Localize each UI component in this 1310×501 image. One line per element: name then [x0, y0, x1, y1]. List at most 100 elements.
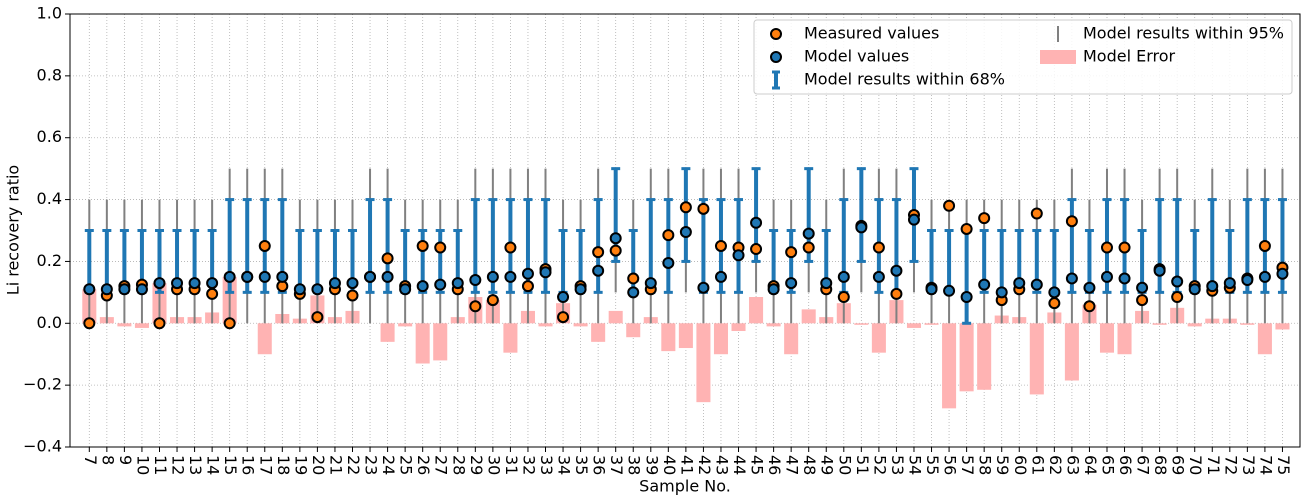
point: [206, 287, 219, 300]
point: [1065, 215, 1078, 228]
x-tick-label: 38: [625, 455, 644, 475]
point: [644, 277, 657, 290]
range-bar: [962, 229, 972, 325]
legend-label: Model results within 68%: [804, 70, 1005, 89]
error-bar: [538, 323, 553, 327]
point: [399, 283, 412, 296]
point: [750, 243, 763, 256]
error-bar: [573, 323, 588, 327]
point: [1136, 294, 1149, 307]
point: [662, 256, 675, 269]
point: [486, 294, 499, 307]
point: [732, 249, 745, 262]
error-bar: [1275, 323, 1290, 330]
point: [574, 283, 587, 296]
point: [1206, 280, 1219, 293]
x-tick-label: 50: [835, 455, 854, 475]
point: [627, 286, 640, 299]
x-tick-label: 74: [1256, 455, 1275, 475]
point: [557, 290, 570, 303]
x-tick-label: 65: [1098, 455, 1117, 475]
x-tick-label: 17: [256, 455, 275, 475]
x-tick-label: 23: [362, 455, 381, 475]
point: [83, 283, 96, 296]
error-bar: [1099, 323, 1115, 353]
x-tick-label: 47: [783, 455, 802, 475]
point: [346, 289, 359, 302]
error-bar: [1257, 323, 1272, 355]
point: [521, 280, 534, 293]
error-bar: [959, 323, 974, 392]
point: [118, 283, 131, 296]
x-tick-label: 33: [537, 455, 556, 475]
error-bar: [977, 323, 992, 390]
error-bar: [380, 323, 395, 342]
x-tick-label: 46: [765, 455, 784, 475]
legend-marker: [770, 28, 782, 40]
point: [100, 283, 113, 296]
point: [486, 270, 499, 283]
point: [346, 277, 359, 290]
error-bar: [1152, 323, 1167, 325]
point: [609, 232, 622, 245]
error-bar: [696, 323, 711, 403]
x-tick-label: 52: [870, 455, 889, 475]
point: [679, 201, 692, 214]
x-tick-label: 22: [344, 455, 363, 475]
point: [1030, 278, 1043, 291]
point: [258, 239, 271, 252]
point: [714, 239, 727, 252]
point: [1258, 270, 1271, 283]
range-bar: [541, 198, 551, 294]
point: [890, 287, 903, 300]
point: [627, 272, 640, 285]
x-tick-label: 24: [379, 455, 398, 475]
y-tick-label: 0.8: [37, 65, 62, 84]
point: [241, 270, 254, 283]
point: [890, 264, 903, 277]
x-tick-label: 69: [1169, 455, 1188, 475]
point: [504, 241, 517, 254]
error-bar: [626, 323, 641, 338]
range-bar: [663, 198, 673, 294]
error-bar: [1117, 323, 1132, 355]
point: [960, 290, 973, 303]
point: [837, 270, 850, 283]
point: [153, 317, 166, 330]
point: [293, 283, 306, 296]
range-bar: [84, 229, 94, 294]
x-tick-label: 53: [888, 455, 907, 475]
x-tick-label: 36: [590, 455, 609, 475]
x-tick-label: 12: [169, 455, 188, 475]
point: [802, 241, 815, 254]
x-tick-label: 68: [1151, 455, 1170, 475]
point: [855, 221, 868, 234]
point: [539, 266, 552, 279]
point: [381, 252, 394, 265]
point: [872, 241, 885, 254]
x-tick-label: 66: [1116, 455, 1135, 475]
legend-label: Model values: [804, 47, 909, 66]
x-tick-label: 37: [607, 455, 626, 475]
x-axis-label: Sample No.: [639, 477, 731, 496]
point: [153, 277, 166, 290]
legend-marker: [770, 51, 782, 63]
point: [1171, 290, 1184, 303]
point: [1118, 272, 1131, 285]
x-tick-label: 43: [712, 455, 731, 475]
error-bar: [1240, 323, 1255, 325]
x-tick-label: 29: [467, 455, 486, 475]
point: [785, 277, 798, 290]
point: [223, 270, 236, 283]
x-tick-label: 44: [730, 455, 749, 475]
x-tick-label: 48: [800, 455, 819, 475]
point: [311, 311, 324, 324]
point: [504, 270, 517, 283]
error-bar: [1064, 323, 1079, 381]
point: [592, 264, 605, 277]
x-tick-label: 9: [116, 455, 135, 465]
legend-box: [753, 19, 1293, 95]
error-bar: [924, 323, 939, 325]
legend-label: Model results within 95%: [1083, 24, 1284, 43]
